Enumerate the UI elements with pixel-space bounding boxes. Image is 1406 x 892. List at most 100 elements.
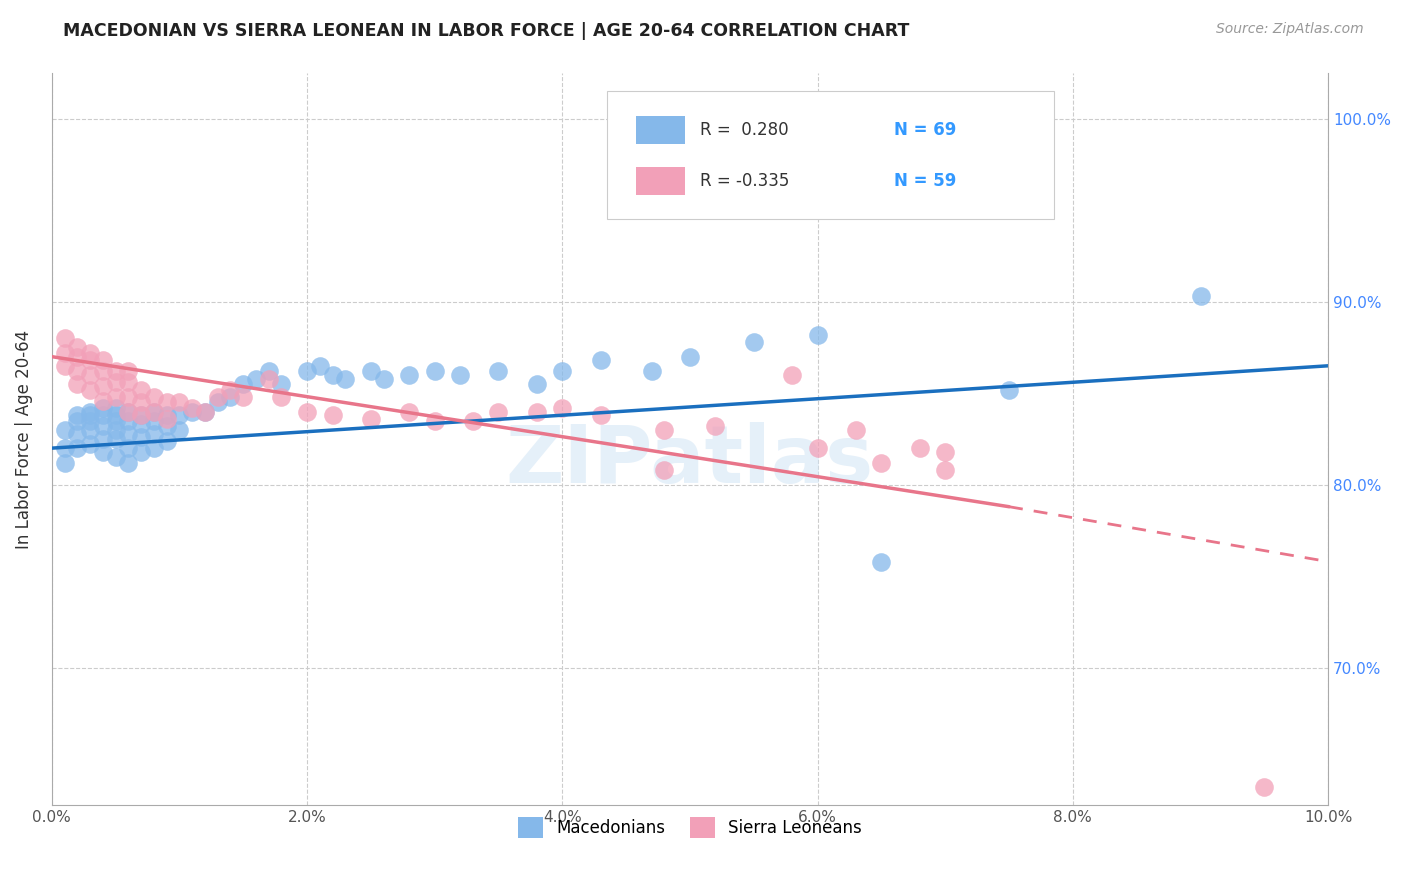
Point <box>194 404 217 418</box>
Point <box>79 408 101 422</box>
Point <box>934 445 956 459</box>
Text: Source: ZipAtlas.com: Source: ZipAtlas.com <box>1216 22 1364 37</box>
Point <box>398 404 420 418</box>
Point <box>91 393 114 408</box>
Point <box>129 417 152 432</box>
Point <box>156 434 179 448</box>
Point <box>104 432 127 446</box>
Point <box>104 414 127 428</box>
Point <box>79 353 101 368</box>
Point <box>79 437 101 451</box>
Point <box>806 441 828 455</box>
Text: MACEDONIAN VS SIERRA LEONEAN IN LABOR FORCE | AGE 20-64 CORRELATION CHART: MACEDONIAN VS SIERRA LEONEAN IN LABOR FO… <box>63 22 910 40</box>
Point <box>1189 289 1212 303</box>
Point <box>142 414 165 428</box>
Point <box>360 364 382 378</box>
Point <box>53 359 76 373</box>
Point <box>129 408 152 422</box>
Point <box>117 376 139 390</box>
Point <box>169 423 191 437</box>
Point <box>423 364 446 378</box>
Text: R =  0.280: R = 0.280 <box>700 121 789 139</box>
Point <box>104 408 127 422</box>
Point <box>654 463 676 477</box>
Point <box>207 395 229 409</box>
Y-axis label: In Labor Force | Age 20-64: In Labor Force | Age 20-64 <box>15 329 32 549</box>
Point <box>156 395 179 409</box>
Point <box>129 445 152 459</box>
Point <box>142 390 165 404</box>
Point <box>654 423 676 437</box>
Point <box>104 376 127 390</box>
FancyBboxPatch shape <box>637 168 685 195</box>
Point <box>257 364 280 378</box>
Point <box>117 456 139 470</box>
Point <box>117 364 139 378</box>
Point <box>53 441 76 455</box>
Point <box>322 368 344 382</box>
Point <box>156 408 179 422</box>
Point <box>142 404 165 418</box>
Point <box>589 408 612 422</box>
Point <box>181 401 204 415</box>
Point <box>654 170 676 185</box>
Point <box>295 364 318 378</box>
Point <box>66 350 89 364</box>
Point <box>66 426 89 441</box>
Point <box>156 412 179 426</box>
Point <box>181 404 204 418</box>
Point <box>79 404 101 418</box>
Point <box>156 419 179 434</box>
Point <box>308 359 330 373</box>
Point <box>322 408 344 422</box>
Point <box>117 404 139 418</box>
Point <box>806 327 828 342</box>
Point <box>780 368 803 382</box>
Point <box>169 408 191 422</box>
Point <box>91 379 114 393</box>
Point <box>91 408 114 422</box>
Point <box>1253 780 1275 794</box>
Point <box>870 456 893 470</box>
Point <box>194 404 217 418</box>
Point <box>129 408 152 422</box>
Point <box>53 331 76 345</box>
Point <box>117 426 139 441</box>
Point <box>79 368 101 382</box>
Point <box>79 423 101 437</box>
Point <box>169 395 191 409</box>
Point <box>142 404 165 418</box>
Point <box>53 456 76 470</box>
Point <box>934 463 956 477</box>
Point <box>245 371 267 385</box>
Point <box>142 441 165 455</box>
Text: N = 59: N = 59 <box>894 172 956 190</box>
Point <box>104 364 127 378</box>
Point <box>91 445 114 459</box>
Text: R = -0.335: R = -0.335 <box>700 172 790 190</box>
Point <box>53 346 76 360</box>
Point <box>360 412 382 426</box>
Point <box>870 555 893 569</box>
Point <box>704 419 727 434</box>
Point <box>526 377 548 392</box>
Point <box>232 390 254 404</box>
Point <box>66 414 89 428</box>
Point <box>998 383 1021 397</box>
Point <box>129 430 152 444</box>
Point <box>91 419 114 434</box>
Point <box>66 341 89 355</box>
Point <box>91 401 114 415</box>
Point <box>117 441 139 455</box>
Point <box>373 371 395 385</box>
Point <box>488 364 510 378</box>
Point <box>232 377 254 392</box>
Point <box>488 404 510 418</box>
Point <box>129 395 152 409</box>
Text: ZIPatlas: ZIPatlas <box>506 422 875 500</box>
Point <box>53 423 76 437</box>
Point <box>742 334 765 349</box>
Point <box>270 390 292 404</box>
Point <box>295 404 318 418</box>
Point <box>449 368 471 382</box>
